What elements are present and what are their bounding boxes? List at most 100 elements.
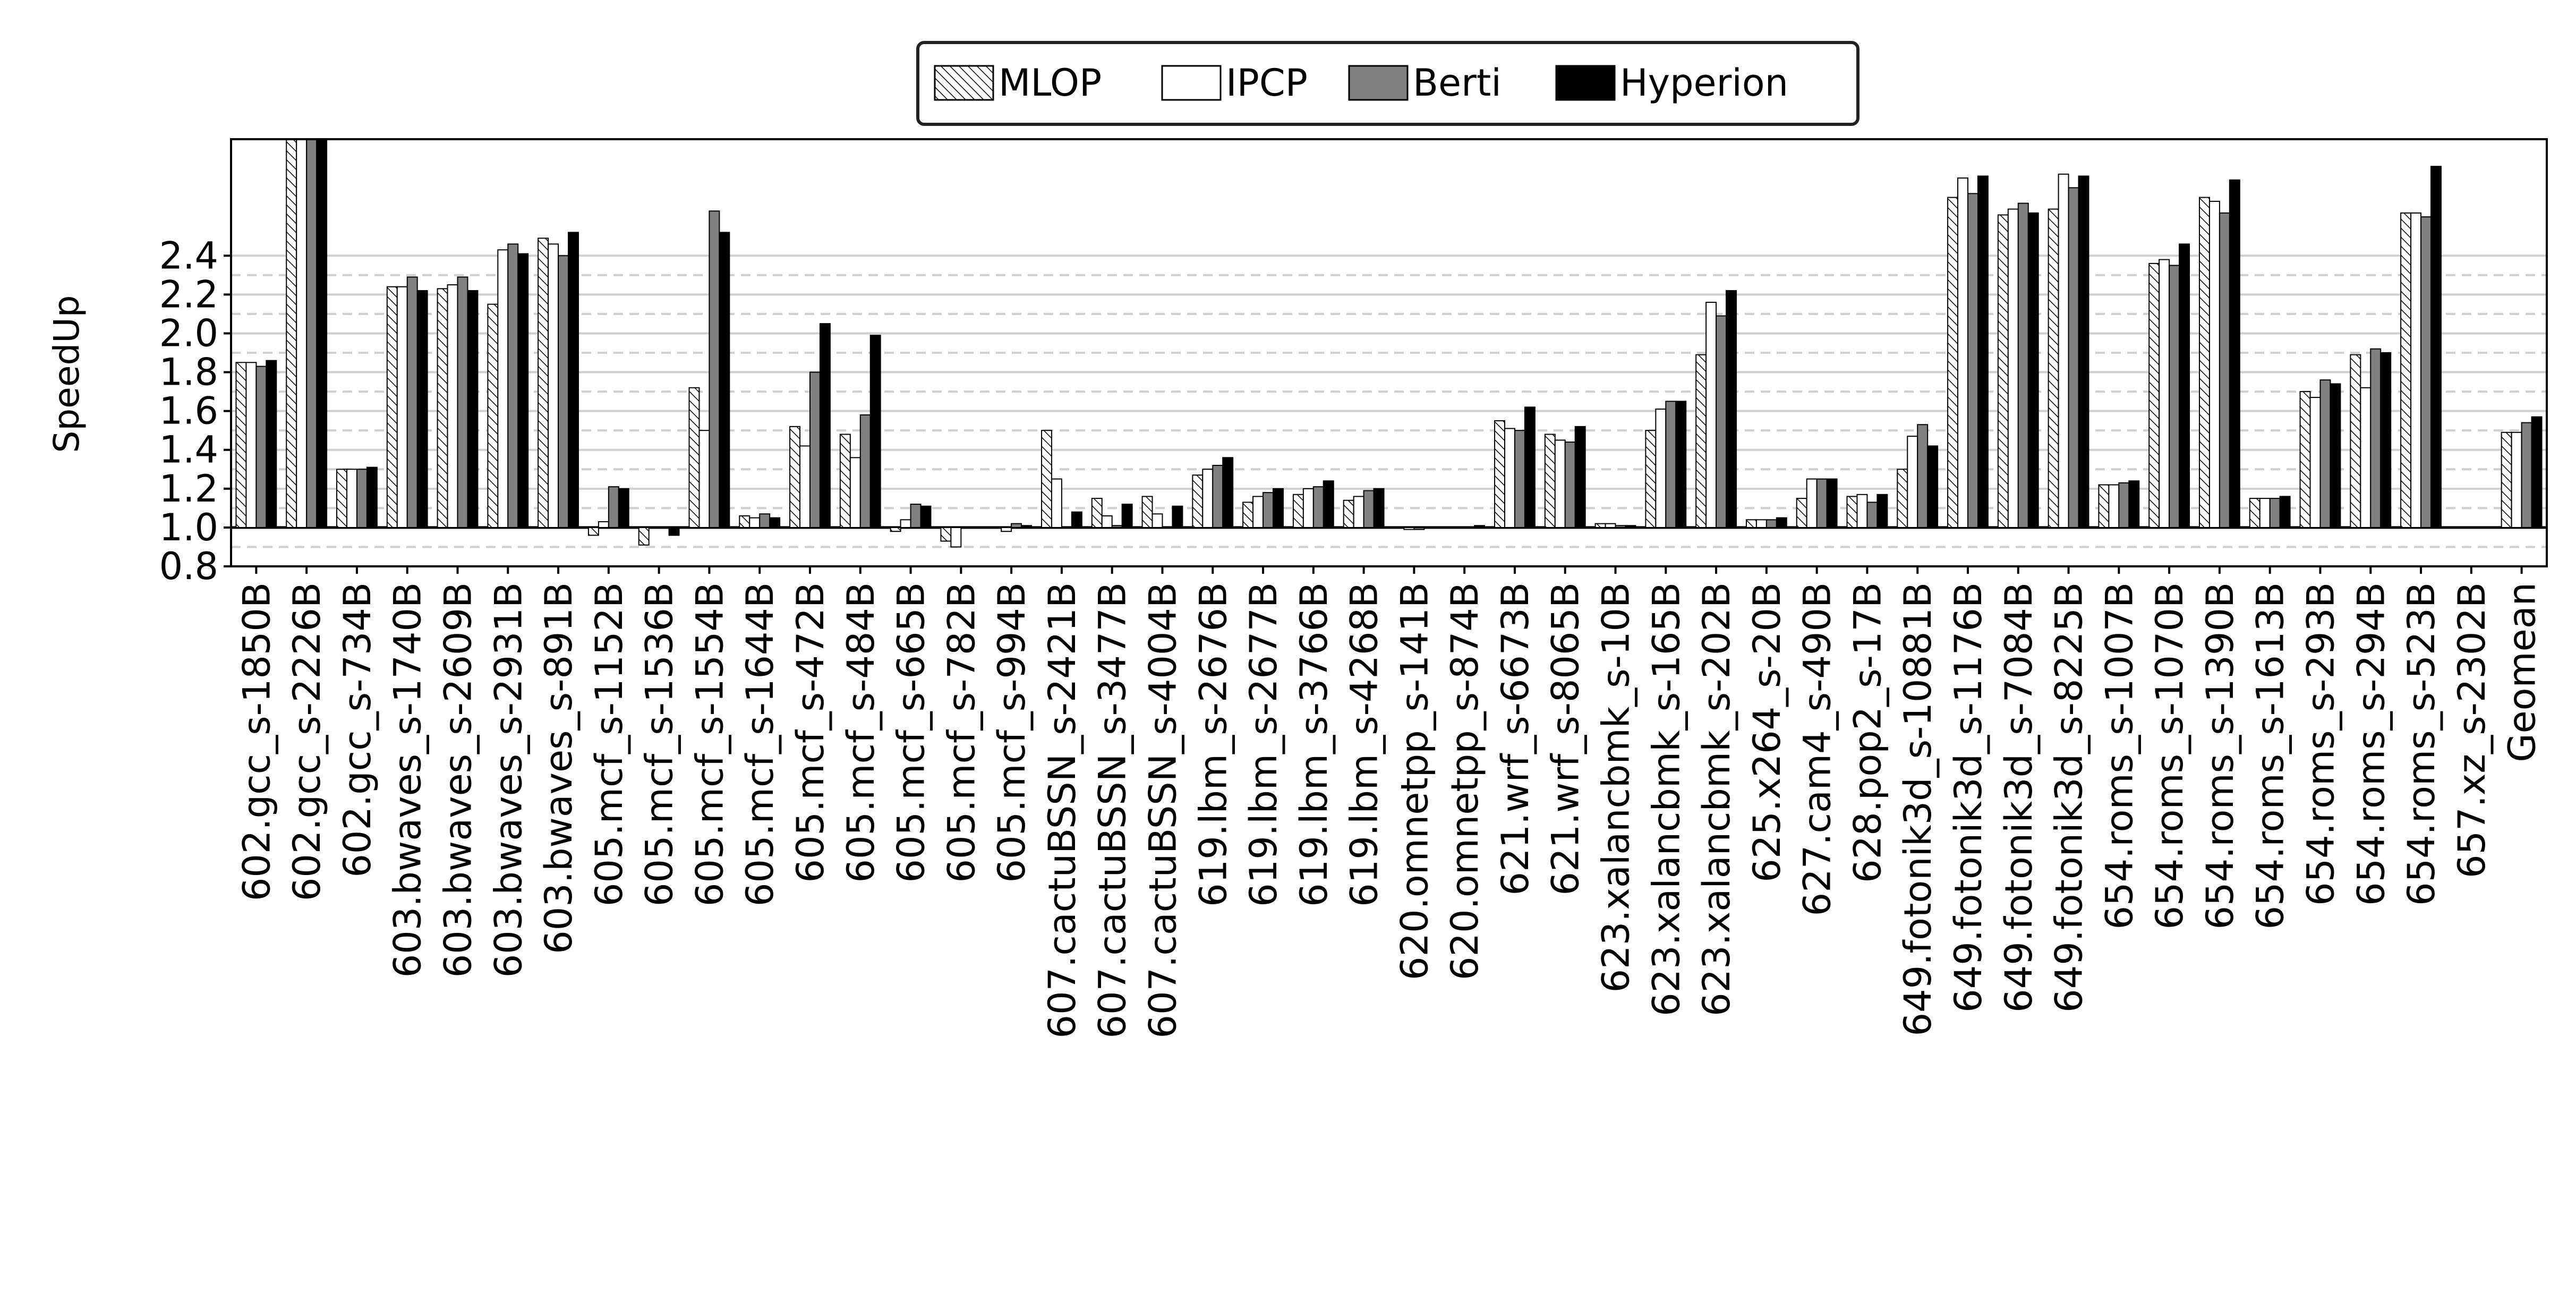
bar-ipcp-3 — [396, 286, 408, 528]
x-tick-label: 628.pop2_s-17B — [1846, 582, 1889, 883]
x-tick-label: 605.mcf_s-1536B — [638, 582, 681, 906]
bar-ipcp-20 — [1252, 496, 1264, 528]
x-tick-label: 654.roms_s-1007B — [2097, 582, 2141, 929]
x-tick-label: 649.fotonik3d_s-7084B — [1997, 582, 2041, 1013]
bar-ipcp-0 — [245, 362, 257, 528]
y-tick-label: 1.4 — [159, 428, 218, 472]
bar-hyperion-41 — [2330, 383, 2341, 528]
bar-mlop-9 — [688, 387, 700, 528]
bar-mlop-0 — [235, 362, 247, 528]
bar-berti-41 — [2319, 379, 2331, 528]
bar-mlop-33 — [1897, 469, 1908, 528]
bar-berti-34 — [1967, 193, 1978, 528]
x-tick-label: 619.lbm_s-3766B — [1292, 582, 1336, 907]
bar-berti-15 — [1011, 523, 1022, 528]
bar-mlop-26 — [1544, 434, 1556, 528]
bar-hyperion-8 — [668, 527, 680, 536]
bar-hyperion-24 — [1474, 525, 1486, 528]
bar-ipcp-37 — [2108, 484, 2120, 528]
bar-berti-30 — [1765, 519, 1777, 528]
x-tick-label: 654.roms_s-1390B — [2198, 582, 2242, 929]
bar-ipcp-38 — [2159, 259, 2170, 528]
bar-mlop-27 — [1594, 523, 1606, 528]
bar-berti-17 — [1111, 525, 1123, 528]
bar-ipcp-43 — [2410, 212, 2422, 528]
x-tick-label: 657.xz_s-2302B — [2450, 582, 2494, 878]
bar-hyperion-19 — [1222, 457, 1234, 528]
bar-mlop-6 — [538, 237, 549, 528]
x-tick-label: 602.gcc_s-2226B — [285, 582, 329, 901]
bar-mlop-22 — [1343, 499, 1354, 528]
y-tick-label: 1.6 — [159, 389, 218, 433]
bar-ipcp-11 — [799, 445, 811, 528]
bar-berti-28 — [1665, 401, 1677, 528]
bar-ipcp-7 — [598, 521, 609, 528]
bar-hyperion-13 — [920, 505, 932, 528]
bar-mlop-41 — [2299, 391, 2311, 528]
y-tick-label: 1.0 — [159, 506, 218, 549]
x-tick-label: 623.xalancbmk_s-165B — [1644, 582, 1688, 1016]
bar-ipcp-19 — [1202, 469, 1214, 528]
bar-ipcp-6 — [548, 243, 559, 528]
bar-berti-38 — [2169, 265, 2180, 528]
bar-hyperion-31 — [1826, 478, 1838, 528]
bar-ipcp-42 — [2360, 387, 2372, 528]
bar-hyperion-43 — [2430, 166, 2442, 528]
bar-mlop-7 — [587, 527, 599, 536]
bar-hyperion-37 — [2128, 480, 2140, 528]
bar-mlop-20 — [1242, 502, 1254, 528]
bar-berti-1 — [306, 139, 318, 528]
bar-mlop-25 — [1494, 420, 1505, 528]
y-tick-label: 2.2 — [159, 273, 218, 316]
x-tick-label: 621.wrf_s-8065B — [1544, 582, 1588, 895]
bar-ipcp-40 — [2259, 498, 2271, 528]
legend-label-berti: Berti — [1413, 61, 1502, 105]
legend-swatch-berti — [1348, 65, 1409, 101]
bar-berti-10 — [759, 513, 771, 528]
bar-hyperion-32 — [1876, 494, 1888, 528]
bar-ipcp-1 — [296, 139, 308, 528]
bar-ipcp-13 — [900, 519, 911, 528]
bar-ipcp-4 — [447, 284, 458, 528]
x-tick-label: 619.lbm_s-2676B — [1191, 582, 1235, 907]
bar-berti-12 — [859, 414, 871, 528]
bar-ipcp-27 — [1605, 523, 1616, 528]
bar-ipcp-15 — [1001, 527, 1012, 532]
bar-berti-7 — [608, 486, 619, 528]
x-tick-label: 621.wrf_s-6673B — [1494, 582, 1537, 895]
bar-mlop-3 — [386, 286, 398, 528]
bar-hyperion-2 — [366, 466, 378, 528]
bar-hyperion-25 — [1524, 406, 1536, 528]
bar-ipcp-26 — [1554, 439, 1566, 528]
bar-berti-36 — [2068, 187, 2079, 528]
bar-hyperion-7 — [618, 488, 629, 528]
bar-berti-3 — [406, 276, 418, 528]
x-tick-label: 607.cactuBSSN_s-2421B — [1040, 582, 1084, 1038]
bar-berti-27 — [1615, 525, 1626, 528]
x-tick-label: 605.mcf_s-1644B — [738, 582, 782, 906]
bar-hyperion-33 — [1927, 445, 1939, 528]
bar-mlop-14 — [940, 527, 952, 542]
x-tick-label: 603.bwaves_s-891B — [537, 582, 581, 954]
bar-mlop-10 — [739, 515, 750, 528]
bar-ipcp-12 — [849, 457, 861, 528]
bar-mlop-2 — [336, 469, 347, 528]
x-tick-label: 603.bwaves_s-1740B — [386, 582, 430, 978]
bar-berti-25 — [1514, 430, 1525, 528]
bar-berti-13 — [910, 504, 922, 528]
bar-berti-0 — [255, 366, 267, 528]
x-tick-label: 605.mcf_s-665B — [890, 582, 933, 883]
bar-hyperion-42 — [2380, 352, 2392, 528]
bar-ipcp-39 — [2208, 200, 2220, 528]
bar-ipcp-14 — [950, 527, 962, 548]
bar-mlop-36 — [2048, 208, 2059, 528]
x-tick-label: 603.bwaves_s-2931B — [487, 582, 530, 978]
x-tick-label: 654.roms_s-1613B — [2249, 582, 2292, 929]
x-tick-label: 619.lbm_s-2677B — [1242, 582, 1285, 907]
bar-hyperion-39 — [2229, 179, 2240, 528]
bar-mlop-13 — [890, 527, 901, 532]
bar-ipcp-18 — [1151, 513, 1163, 528]
bar-hyperion-27 — [1625, 525, 1636, 528]
bar-hyperion-1 — [316, 139, 328, 528]
